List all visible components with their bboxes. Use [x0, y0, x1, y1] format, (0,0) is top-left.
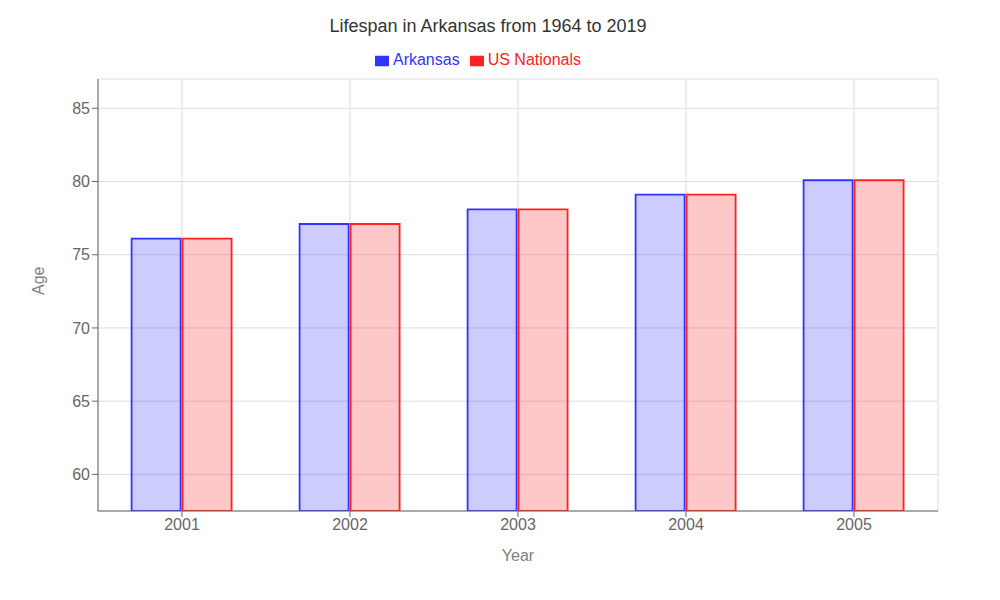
svg-text:2003: 2003 — [500, 516, 536, 533]
svg-text:2001: 2001 — [164, 516, 200, 533]
svg-text:60: 60 — [72, 466, 90, 483]
svg-text:2002: 2002 — [332, 516, 368, 533]
svg-text:85: 85 — [72, 100, 90, 117]
html-text:Lifespan in Arkansas from 1964: Lifespan in Arkansas from 1964 to 2019 — [329, 16, 647, 36]
svg-text:65: 65 — [72, 393, 90, 410]
svg-text:70: 70 — [72, 320, 90, 337]
svg-text:80: 80 — [72, 173, 90, 190]
svg-text:2005: 2005 — [836, 516, 872, 533]
html-text:US Nationals: US Nationals — [487, 51, 581, 68]
svg-text:2004: 2004 — [668, 516, 704, 533]
svg-text:Age: Age — [30, 266, 47, 295]
html-text:Arkansas: Arkansas — [393, 51, 460, 68]
svg-text:75: 75 — [72, 246, 90, 263]
svg-text:Year: Year — [502, 547, 535, 564]
